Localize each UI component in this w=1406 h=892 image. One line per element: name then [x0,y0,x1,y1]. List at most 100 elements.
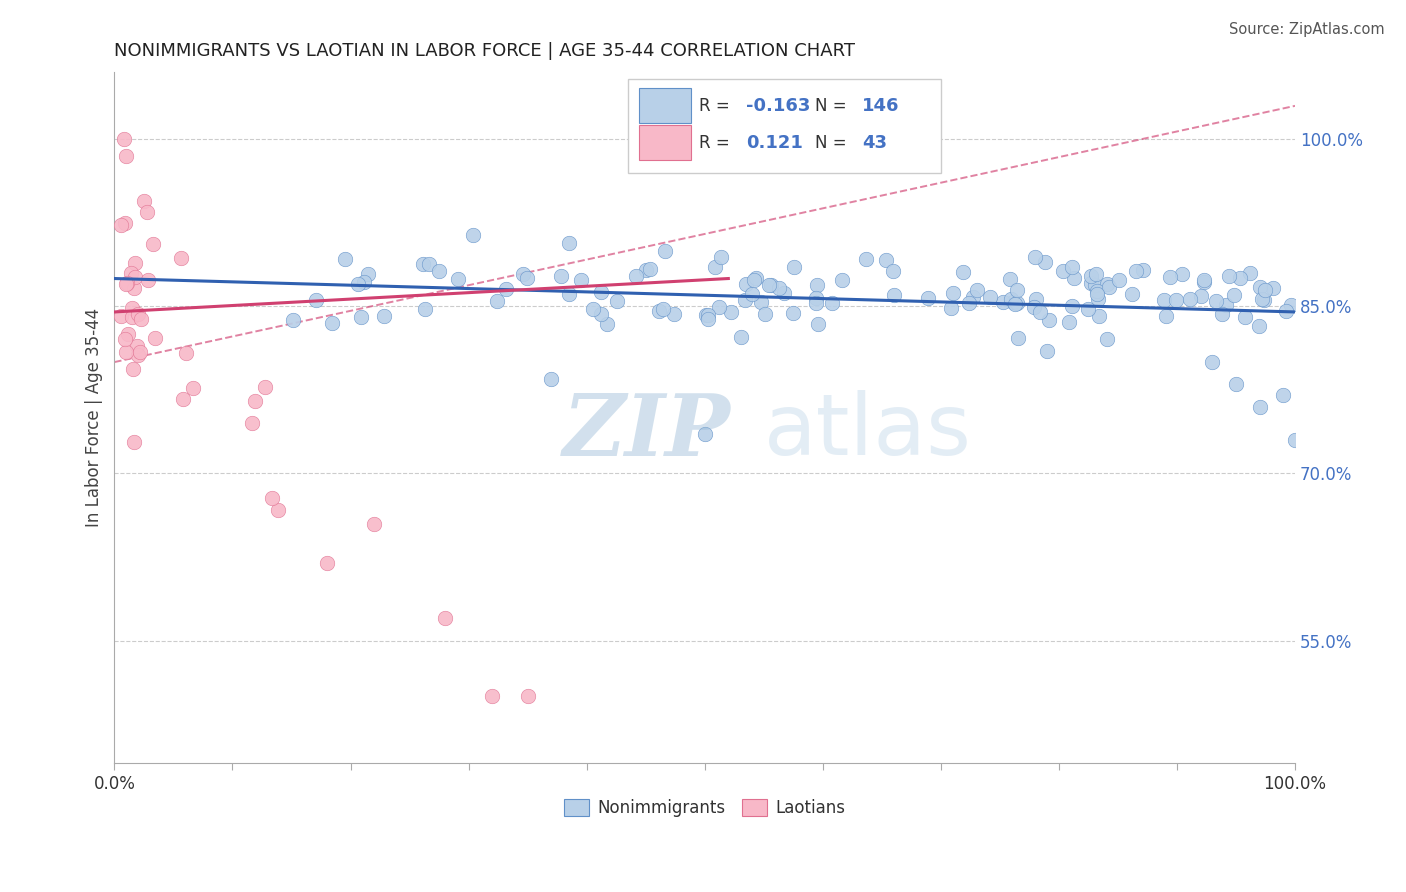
Point [127,348,149,362]
Point [1038,313,1060,327]
FancyBboxPatch shape [638,125,690,161]
Point [1084,277,1107,292]
Point [122,281,145,295]
Point [942,286,965,301]
Point [1087,292,1109,306]
Point [433,611,456,625]
Point [1033,255,1056,269]
Point [1095,332,1118,346]
Point [804,296,827,310]
Point [142,237,165,252]
Point [1088,309,1111,323]
Point [120,266,142,280]
Point [1062,260,1084,274]
Point [1022,300,1045,314]
Point [957,296,980,310]
Point [720,305,742,319]
Point [1077,302,1099,317]
Point [260,491,283,505]
Point [1000,271,1022,285]
Point [136,273,159,287]
Point [1166,293,1188,308]
Point [373,309,395,323]
Point [1249,280,1271,294]
Point [114,216,136,230]
Point [1189,289,1212,303]
Point [412,257,434,271]
Point [591,285,613,299]
Text: -0.163: -0.163 [747,96,810,114]
Point [634,262,657,277]
Point [321,316,343,330]
Point [129,312,152,326]
Point [831,273,853,287]
Point [875,253,897,268]
Point [557,287,579,301]
Point [558,236,581,251]
Point [1192,273,1215,287]
Point [181,381,204,395]
Point [773,286,796,301]
Text: N =: N = [814,134,852,152]
Point [240,417,263,431]
Point [821,296,844,310]
Point [704,260,727,274]
Point [143,330,166,344]
Point [1080,269,1102,284]
Point [1272,388,1295,402]
Point [117,327,139,342]
Point [654,244,676,259]
Point [806,278,828,293]
Point [1233,310,1256,324]
Point [709,300,731,314]
Text: atlas: atlas [763,390,972,473]
Point [1098,280,1121,294]
Point [112,132,135,146]
Point [652,301,675,316]
Point [363,516,385,531]
Point [569,273,592,287]
Point [110,218,132,232]
Text: 146: 146 [862,96,900,114]
Point [122,434,145,449]
Point [638,261,661,276]
Point [128,345,150,359]
Point [1239,266,1261,280]
Point [512,268,534,282]
Point [882,263,904,277]
Point [1159,269,1181,284]
Point [115,149,138,163]
Text: NONIMMIGRANTS VS LAOTIAN IN LABOR FORCE | AGE 35-44 CORRELATION CHART: NONIMMIGRANTS VS LAOTIAN IN LABOR FORCE … [114,42,855,60]
Point [1171,268,1194,282]
Point [1279,298,1302,312]
Point [353,275,375,289]
Point [966,283,988,297]
Point [1215,298,1237,312]
Point [952,265,974,279]
Point [1153,293,1175,308]
Text: Source: ZipAtlas.com: Source: ZipAtlas.com [1229,22,1385,37]
Point [461,228,484,243]
Point [606,294,628,309]
Point [1057,315,1080,329]
Point [962,290,984,304]
Point [806,292,828,306]
Point [1007,331,1029,345]
FancyBboxPatch shape [628,79,941,172]
Point [1194,275,1216,289]
Point [121,310,143,325]
Point [710,251,733,265]
Point [1005,295,1028,310]
Point [754,307,776,321]
Text: R =: R = [699,96,735,114]
Point [1080,277,1102,291]
Point [115,276,138,290]
Point [742,273,765,287]
Point [1253,293,1275,307]
Point [174,346,197,360]
Point [170,251,193,265]
Point [696,312,718,326]
Point [1095,277,1118,292]
Point [357,267,380,281]
Point [1002,295,1025,310]
